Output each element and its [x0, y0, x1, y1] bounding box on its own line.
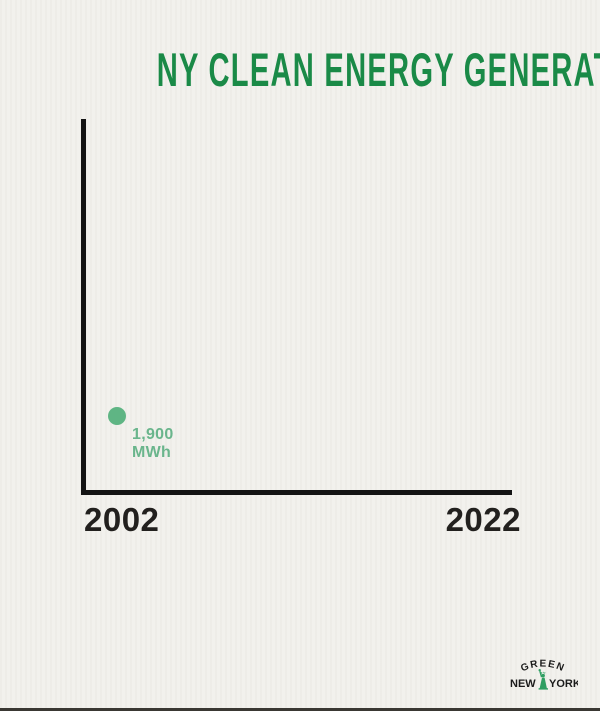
x-tick-2002: 2002: [84, 501, 160, 538]
point-value-label: 1,900 MWh: [132, 426, 174, 461]
logo-arc-text-holder: GREEN: [519, 658, 566, 674]
logo-new-text: NEW: [510, 678, 536, 690]
logo-york-text: YORK: [549, 678, 578, 690]
page-title: NY CLEAN ENERGY GENERATION: [0, 42, 600, 97]
y-axis: [81, 119, 86, 495]
point-value-text: 1,900: [132, 426, 174, 443]
bottom-border: [0, 708, 600, 711]
statue-of-liberty-icon: [538, 669, 548, 690]
point-unit-text: MWh: [132, 443, 172, 461]
logo-arc-text: GREEN: [519, 658, 565, 674]
brand-logo: GREEN NEW YORK: [510, 658, 578, 690]
data-point-2002: [108, 407, 126, 425]
page-title-text: NY CLEAN ENERGY GENERATION: [156, 43, 600, 96]
x-tick-2022: 2022: [445, 501, 521, 538]
x-axis: [81, 490, 512, 495]
